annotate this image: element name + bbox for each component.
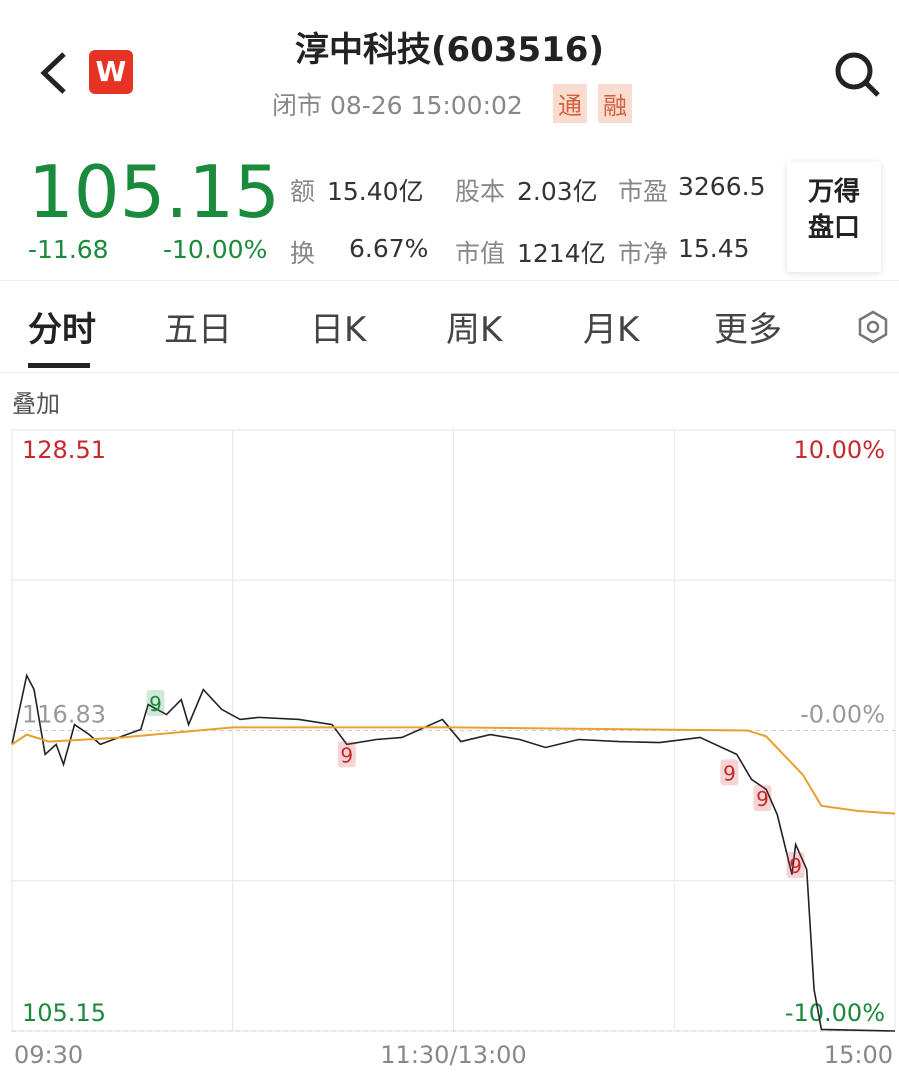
field-label: 换 — [290, 239, 316, 268]
y-tick-label: 105.15 — [22, 999, 106, 1027]
app-icon[interactable]: W — [89, 50, 133, 94]
field-label: 股本 — [455, 177, 506, 206]
field-value: 3266.5 — [678, 172, 766, 201]
marker: 9 — [756, 787, 769, 811]
marker-bg — [720, 759, 739, 786]
marker-bg — [753, 785, 772, 812]
series-line — [11, 673, 896, 1032]
tab[interactable]: 周K — [446, 310, 503, 350]
change-pct: -10.00% — [163, 235, 268, 264]
button-text: 万得 — [807, 177, 860, 207]
overlay-button[interactable]: 叠加 — [12, 390, 60, 418]
series-line — [11, 726, 896, 815]
back-icon[interactable] — [36, 50, 72, 96]
x-tick-label: 09:30 — [14, 1041, 83, 1069]
marker-bg — [337, 741, 356, 768]
field-label: 市盈 — [618, 177, 669, 206]
field-value: 15.45 — [678, 234, 750, 263]
divider — [0, 280, 899, 281]
y-tick-label: 116.83 — [22, 701, 106, 729]
marker: 9 — [340, 743, 353, 767]
search-icon[interactable] — [830, 48, 886, 100]
x-tick-label: 15:00 — [824, 1041, 893, 1069]
field-value: 15.40亿 — [327, 177, 424, 206]
change: -11.68 — [28, 235, 109, 264]
field-value: 6.67% — [349, 234, 429, 263]
divider — [0, 372, 899, 373]
y-tick-label: 128.51 — [22, 436, 106, 464]
marker: 9 — [723, 761, 736, 785]
y2-tick-label: -10.00% — [785, 999, 885, 1027]
y2-tick-label: -0.00% — [800, 701, 885, 729]
title: 淳中科技(603516) — [294, 30, 605, 70]
field-label: 额 — [290, 177, 316, 206]
badge: 通 — [553, 84, 587, 123]
y2-tick-label: 10.00% — [793, 436, 885, 464]
tab[interactable]: 分时 — [28, 310, 96, 350]
tab[interactable]: 五日 — [164, 310, 232, 350]
marker: 9 — [789, 854, 802, 878]
field-value: 1214亿 — [517, 239, 606, 268]
tab[interactable]: 更多 — [714, 310, 782, 350]
settings-icon[interactable] — [856, 310, 890, 344]
marker-bg — [786, 852, 805, 879]
tab[interactable]: 日K — [310, 310, 367, 350]
badge: 融 — [598, 84, 632, 123]
marker: 9 — [149, 692, 162, 716]
field-label: 市净 — [618, 239, 669, 268]
field-value: 2.03亿 — [517, 177, 598, 206]
status: 闭市 08-26 15:00:02 — [272, 91, 523, 120]
market-button[interactable]: 万得 盘口 — [787, 162, 881, 272]
price: 105.15 — [28, 150, 280, 234]
marker-bg — [146, 689, 165, 716]
button-text: 盘口 — [807, 213, 860, 243]
tab-indicator — [28, 363, 90, 368]
x-tick-label: 11:30/13:00 — [380, 1041, 526, 1069]
tab[interactable]: 月K — [583, 310, 640, 350]
field-label: 市值 — [455, 239, 506, 268]
